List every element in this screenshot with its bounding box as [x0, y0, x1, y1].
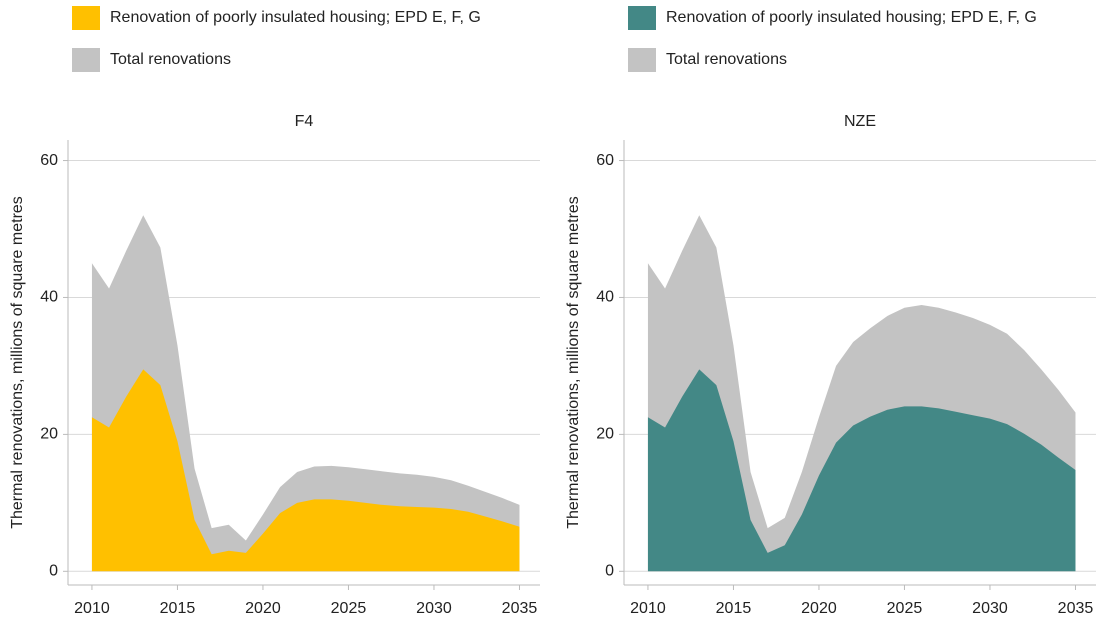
legend-label: Renovation of poorly insulated housing; … — [666, 9, 1037, 26]
y-tick-label: 0 — [49, 563, 58, 580]
area — [91, 369, 520, 572]
y-tick-label: 20 — [40, 426, 58, 443]
x-tick-label: 2035 — [502, 600, 538, 617]
legend-swatch — [628, 48, 656, 72]
y-tick-label: 60 — [596, 152, 614, 169]
x-tick-label: 2020 — [801, 600, 837, 617]
y-tick-label: 20 — [596, 426, 614, 443]
x-tick-label: 2020 — [245, 600, 281, 617]
legend-swatch — [628, 6, 656, 30]
area — [647, 369, 1076, 572]
legend-swatch — [72, 6, 100, 30]
y-tick-label: 40 — [596, 289, 614, 306]
x-tick-label: 2030 — [416, 600, 452, 617]
x-tick-label: 2030 — [972, 600, 1008, 617]
y-tick-label: 60 — [40, 152, 58, 169]
legend-label: Total renovations — [666, 51, 787, 68]
chart-title: F4 — [295, 113, 314, 130]
legend-swatch — [72, 48, 100, 72]
y-tick-label: 0 — [605, 563, 614, 580]
x-tick-label: 2015 — [160, 600, 196, 617]
y-tick-label: 40 — [40, 289, 58, 306]
legend-label: Total renovations — [110, 51, 231, 68]
x-tick-label: 2010 — [74, 600, 110, 617]
x-tick-label: 2025 — [887, 600, 923, 617]
x-tick-label: 2010 — [630, 600, 666, 617]
x-tick-label: 2025 — [331, 600, 367, 617]
x-tick-label: 2035 — [1058, 600, 1094, 617]
y-axis-label: Thermal renovations, millions of square … — [565, 196, 582, 529]
legend-label: Renovation of poorly insulated housing; … — [110, 9, 481, 26]
chart-title: NZE — [844, 113, 876, 130]
y-axis-label: Thermal renovations, millions of square … — [9, 196, 26, 529]
area — [91, 215, 520, 572]
x-tick-label: 2015 — [716, 600, 752, 617]
